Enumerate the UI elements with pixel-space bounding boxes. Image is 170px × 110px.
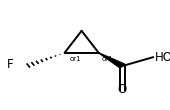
Text: or1: or1 <box>102 56 114 62</box>
Text: or1: or1 <box>70 56 81 62</box>
Polygon shape <box>99 53 125 68</box>
Text: HO: HO <box>155 51 170 64</box>
Text: F: F <box>7 58 14 71</box>
Text: O: O <box>118 83 127 96</box>
